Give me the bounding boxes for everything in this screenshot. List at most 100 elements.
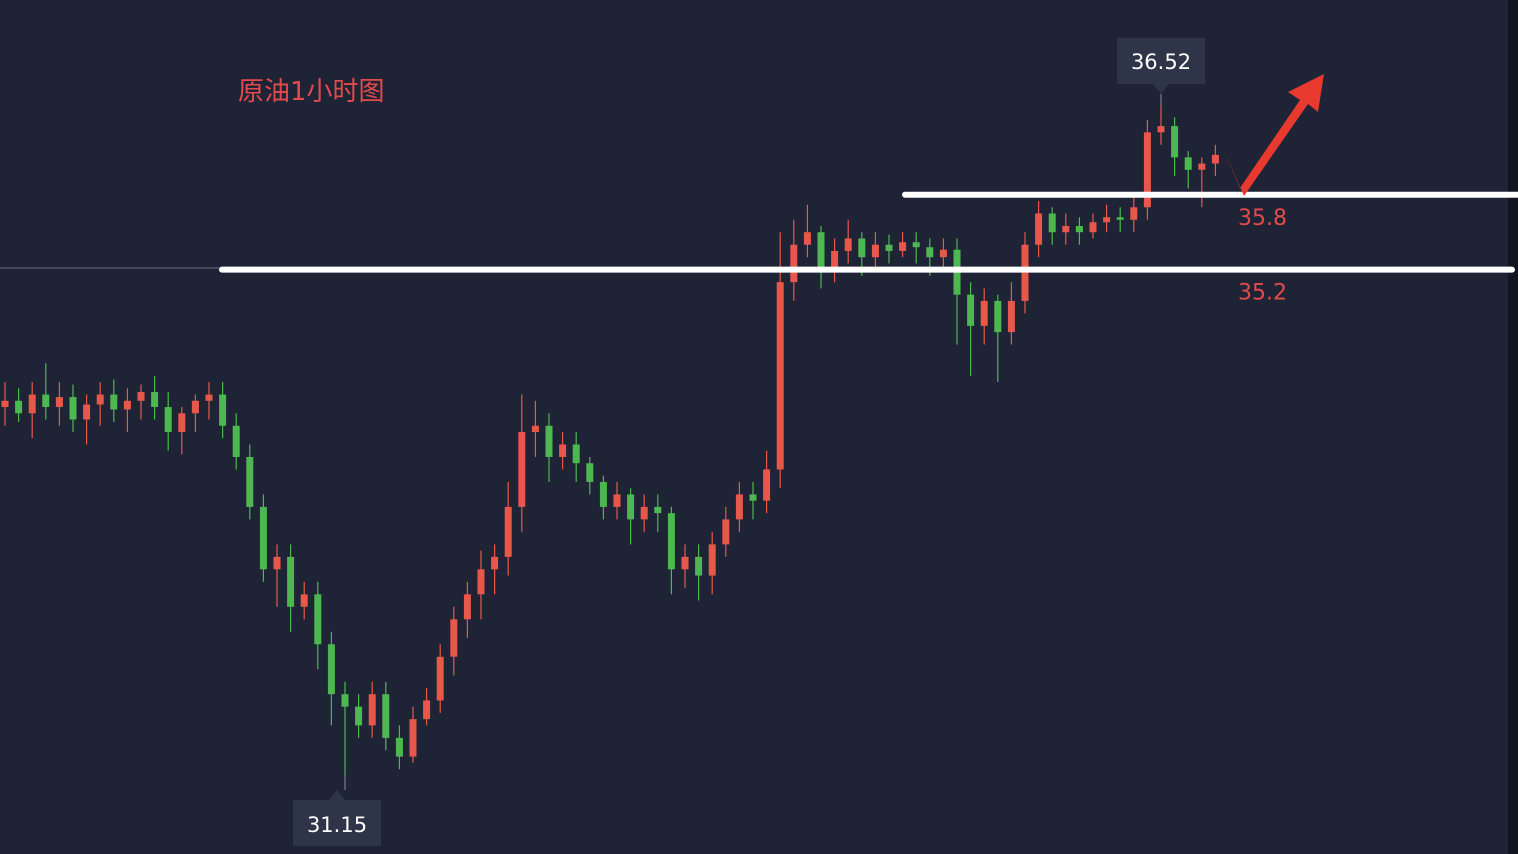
candle-body: [613, 494, 621, 507]
candle-body: [776, 282, 784, 470]
candle-body: [504, 506, 512, 557]
candle-body: [695, 556, 703, 576]
candle-body: [28, 394, 36, 414]
candle-body: [1075, 225, 1083, 233]
candle-body: [491, 556, 499, 570]
candle-body: [273, 556, 281, 570]
candle-body: [259, 506, 267, 570]
candle-body: [69, 397, 77, 420]
candle-body: [1062, 225, 1070, 233]
candle-body: [1, 400, 9, 408]
candle-body: [151, 392, 159, 408]
chart-title: 原油1小时图: [238, 77, 385, 107]
candle-body: [436, 656, 444, 701]
candle-body: [1048, 213, 1056, 233]
candle-body: [327, 644, 335, 695]
trend-arrow: [1222, 74, 1324, 196]
plot: 35.8 35.2 36.52 31.15: [1, 38, 1518, 846]
candle-body: [817, 232, 825, 270]
candle-body: [967, 294, 975, 326]
candle-body: [708, 544, 716, 576]
candle-body: [858, 238, 866, 258]
candle-body: [722, 519, 730, 545]
candle-body: [871, 244, 879, 258]
candle-body: [1157, 126, 1165, 133]
candle-body: [232, 425, 240, 457]
candle-body: [246, 456, 254, 507]
candle-body: [599, 481, 607, 507]
candle-body: [586, 463, 594, 482]
candle-body: [844, 238, 852, 251]
candle-body: [803, 232, 811, 245]
candle-body: [572, 444, 580, 464]
candle-body: [287, 556, 295, 607]
candle-body: [939, 249, 947, 258]
candle-body: [1198, 163, 1206, 170]
candle-body: [477, 569, 485, 595]
candle-body: [1116, 217, 1124, 220]
callout-box: [1117, 38, 1205, 94]
level-label: 35.2: [1238, 281, 1287, 306]
candle-body: [110, 394, 118, 410]
candle-body: [463, 594, 471, 620]
candle-body: [912, 242, 920, 248]
candle-body: [994, 300, 1002, 333]
candle-body: [300, 594, 308, 607]
candle-body: [450, 619, 458, 657]
candle-body: [164, 407, 172, 432]
candle-body: [899, 242, 907, 251]
callout-box: [293, 790, 381, 846]
candle-body: [314, 594, 322, 645]
candle-body: [83, 404, 91, 420]
candle-body: [667, 513, 675, 570]
candle-body: [681, 556, 689, 570]
candle-body: [382, 694, 390, 738]
candle-body: [1089, 222, 1097, 233]
candle-body: [654, 506, 662, 514]
candle-body: [355, 706, 363, 726]
candle-body: [790, 244, 798, 283]
candle-body: [831, 250, 839, 270]
candle-body: [1021, 244, 1029, 301]
candle-body: [219, 394, 227, 426]
candle-body: [341, 694, 349, 707]
candle-body: [518, 431, 526, 507]
candle-body: [123, 400, 131, 410]
candle-body: [545, 425, 553, 457]
candle-body: [395, 737, 403, 757]
low-label: 31.15: [307, 813, 367, 837]
candle-body: [980, 300, 988, 326]
candle-body: [1035, 213, 1043, 245]
candle-body: [1171, 126, 1179, 158]
candle-body: [640, 506, 648, 520]
candle-body: [409, 719, 417, 757]
candle-body: [42, 394, 50, 408]
candle-body: [559, 444, 567, 457]
candle-body: [205, 394, 213, 401]
candle-body: [749, 494, 757, 501]
level-label: 35.8: [1238, 206, 1287, 231]
candle-body: [735, 494, 743, 520]
candle-body: [368, 694, 376, 726]
candle-body: [178, 413, 186, 432]
candle-body: [763, 469, 771, 501]
candle-body: [15, 400, 23, 414]
candle-body: [926, 247, 934, 258]
candle-body: [1007, 300, 1015, 333]
candle-body: [191, 400, 199, 414]
right-edge: [1508, 0, 1518, 854]
candle-body: [1130, 207, 1138, 220]
candle-body: [55, 397, 63, 408]
candle-body: [885, 244, 893, 251]
candle-body: [1184, 157, 1192, 170]
candle-body: [627, 494, 635, 520]
candle-body: [1143, 132, 1151, 208]
high-label: 36.52: [1131, 50, 1191, 74]
candle-body: [96, 394, 104, 405]
candle-body: [137, 392, 145, 401]
candle-body: [531, 425, 539, 432]
candle-body: [423, 700, 431, 720]
candle-body: [1103, 217, 1111, 223]
